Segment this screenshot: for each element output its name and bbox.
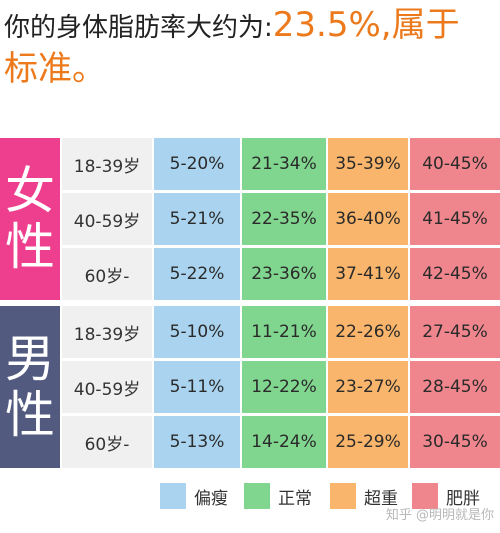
underweight-cell: 5-13% xyxy=(154,416,240,468)
overweight-cell: 35-39% xyxy=(328,138,408,190)
legend-swatch xyxy=(244,483,270,509)
overweight-cell: 25-29% xyxy=(328,416,408,468)
result-lead-text: 你的身体脂肪率大约为: xyxy=(4,13,273,43)
normal-cell: 22-35% xyxy=(242,193,326,245)
legend-item-normal: 正常 xyxy=(244,482,312,510)
table-row: 60岁- 5-13% 14-24% 25-29% 30-45% xyxy=(62,416,500,468)
table-row: 18-39岁 5-10% 11-21% 22-26% 27-45% xyxy=(62,306,500,358)
obese-cell: 42-45% xyxy=(410,248,500,300)
legend-swatch xyxy=(330,483,356,509)
overweight-cell: 22-26% xyxy=(328,306,408,358)
legend: 偏瘦 正常 超重 肥胖 xyxy=(150,482,500,510)
table-row: 40-59岁 5-11% 12-22% 23-27% 28-45% xyxy=(62,361,500,413)
overweight-cell: 23-27% xyxy=(328,361,408,413)
result-category-text: 标准。 xyxy=(4,49,106,89)
legend-swatch xyxy=(412,483,438,509)
group-label-female: 女 性 xyxy=(0,138,60,300)
group-label-char: 性 xyxy=(5,386,55,444)
underweight-cell: 5-20% xyxy=(154,138,240,190)
result-heading: 你的身体脂肪率大约为:23.5%,属于 标准。 xyxy=(4,8,496,86)
legend-label: 肥胖 xyxy=(446,488,480,509)
normal-cell: 23-36% xyxy=(242,248,326,300)
table-row: 18-39岁 5-20% 21-34% 35-39% 40-45% xyxy=(62,138,500,190)
legend-label: 超重 xyxy=(364,488,398,509)
body-fat-table: 女 性 18-39岁 5-20% 21-34% 35-39% 40-45% 40… xyxy=(0,138,500,468)
group-label-char: 性 xyxy=(5,218,55,276)
age-cell: 60岁- xyxy=(62,248,152,300)
result-value-text: 23.5%,属于 xyxy=(272,5,460,45)
obese-cell: 27-45% xyxy=(410,306,500,358)
age-cell: 40-59岁 xyxy=(62,193,152,245)
legend-label: 正常 xyxy=(278,488,312,509)
age-cell: 40-59岁 xyxy=(62,361,152,413)
underweight-cell: 5-21% xyxy=(154,193,240,245)
normal-cell: 14-24% xyxy=(242,416,326,468)
legend-label: 偏瘦 xyxy=(194,488,228,509)
overweight-cell: 37-41% xyxy=(328,248,408,300)
group-label-char: 男 xyxy=(5,330,55,388)
overweight-cell: 36-40% xyxy=(328,193,408,245)
obese-cell: 28-45% xyxy=(410,361,500,413)
legend-swatch xyxy=(160,483,186,509)
underweight-cell: 5-10% xyxy=(154,306,240,358)
underweight-cell: 5-22% xyxy=(154,248,240,300)
legend-item-underweight: 偏瘦 xyxy=(160,482,228,510)
normal-cell: 21-34% xyxy=(242,138,326,190)
legend-item-overweight: 超重 xyxy=(330,482,398,510)
headline-line-1: 你的身体脂肪率大约为:23.5%,属于 xyxy=(4,8,496,42)
underweight-cell: 5-11% xyxy=(154,361,240,413)
watermark-text: 知乎 @明明就是你 xyxy=(385,508,494,523)
headline-line-2: 标准。 xyxy=(4,52,496,86)
normal-cell: 11-21% xyxy=(242,306,326,358)
legend-item-obese: 肥胖 xyxy=(412,482,480,510)
group-label-male: 男 性 xyxy=(0,306,60,468)
normal-cell: 12-22% xyxy=(242,361,326,413)
obese-cell: 30-45% xyxy=(410,416,500,468)
table-row: 60岁- 5-22% 23-36% 37-41% 42-45% xyxy=(62,248,500,300)
group-label-char: 女 xyxy=(5,162,55,220)
age-cell: 60岁- xyxy=(62,416,152,468)
age-cell: 18-39岁 xyxy=(62,306,152,358)
age-cell: 18-39岁 xyxy=(62,138,152,190)
table-row: 40-59岁 5-21% 22-35% 36-40% 41-45% xyxy=(62,193,500,245)
obese-cell: 41-45% xyxy=(410,193,500,245)
obese-cell: 40-45% xyxy=(410,138,500,190)
